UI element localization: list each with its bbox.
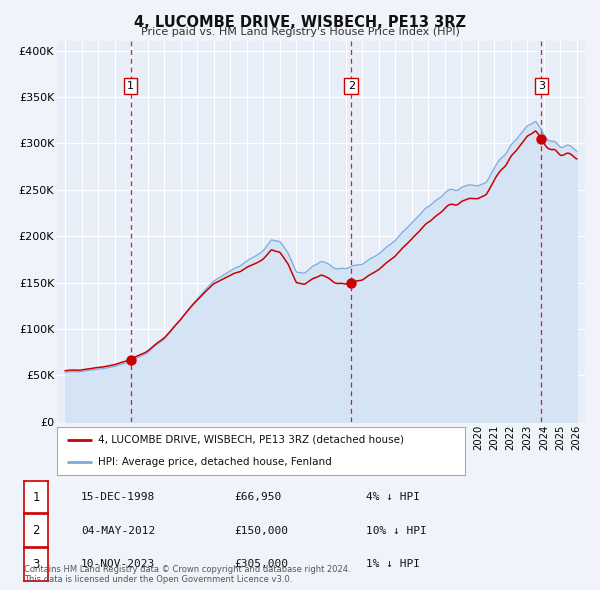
Text: 3: 3 (538, 81, 545, 91)
Text: £66,950: £66,950 (234, 492, 281, 502)
Text: HPI: Average price, detached house, Fenland: HPI: Average price, detached house, Fenl… (98, 457, 332, 467)
Text: 1: 1 (127, 81, 134, 91)
Text: 4% ↓ HPI: 4% ↓ HPI (366, 492, 420, 502)
Text: £150,000: £150,000 (234, 526, 288, 536)
Text: 1: 1 (32, 490, 40, 504)
Text: Price paid vs. HM Land Registry's House Price Index (HPI): Price paid vs. HM Land Registry's House … (140, 27, 460, 37)
Text: 2: 2 (348, 81, 355, 91)
Text: Contains HM Land Registry data © Crown copyright and database right 2024.
This d: Contains HM Land Registry data © Crown c… (24, 565, 350, 584)
Text: 1% ↓ HPI: 1% ↓ HPI (366, 559, 420, 569)
Text: 10-NOV-2023: 10-NOV-2023 (81, 559, 155, 569)
Text: 15-DEC-1998: 15-DEC-1998 (81, 492, 155, 502)
Text: 4, LUCOMBE DRIVE, WISBECH, PE13 3RZ: 4, LUCOMBE DRIVE, WISBECH, PE13 3RZ (134, 15, 466, 30)
Text: 10% ↓ HPI: 10% ↓ HPI (366, 526, 427, 536)
Text: £305,000: £305,000 (234, 559, 288, 569)
Text: 2: 2 (32, 524, 40, 537)
Text: 04-MAY-2012: 04-MAY-2012 (81, 526, 155, 536)
Text: 3: 3 (32, 558, 40, 571)
Text: 4, LUCOMBE DRIVE, WISBECH, PE13 3RZ (detached house): 4, LUCOMBE DRIVE, WISBECH, PE13 3RZ (det… (98, 435, 404, 445)
